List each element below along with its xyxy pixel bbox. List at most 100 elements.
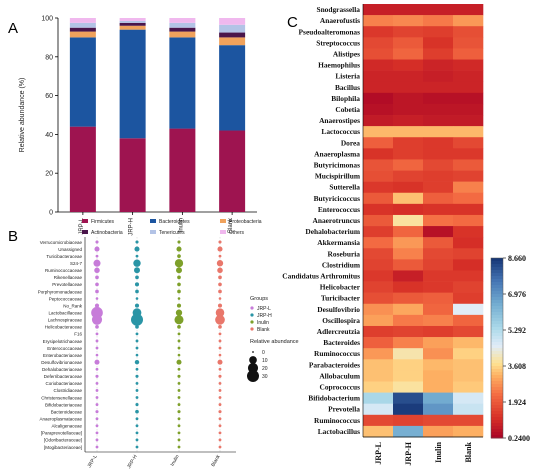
heatmap-cell [363,148,394,160]
bubble-point [177,374,181,378]
bar-segment [169,18,196,23]
row-label: Butyricicoccus [314,194,361,203]
bubble-point [95,289,99,294]
row-label: Streptococcus [316,38,360,47]
heatmap-cell [363,381,394,393]
bubble-point [135,374,139,378]
row-label: Peptococcaceae [49,296,83,301]
row-label: Helicobacter [320,283,361,292]
heatmap-cell [453,425,484,438]
bubble-point [218,346,222,350]
bar-segment [219,37,246,46]
colorbar-tick-label: 3.608 [508,362,526,371]
row-label: Pseudoalteromonas [299,27,361,36]
bubble-point [218,332,222,336]
heatmap-cell [453,181,484,194]
row-label: Ruminococcus [314,416,360,425]
heatmap-cell [453,248,484,260]
row-label: Haemophilus [318,61,360,70]
bar-segment [69,31,96,38]
bubble-point [94,246,100,252]
heatmap-cell [393,159,424,171]
bubble-point [177,396,181,399]
bubble-point [135,353,139,357]
bubble-point [135,254,139,258]
bubble-point [95,381,99,385]
heatmap-cell [453,137,484,149]
heatmap-cell [393,392,424,404]
bubble-point [134,282,140,287]
colorbar-tick-label: 5.292 [508,326,526,335]
heatmap-cell [453,403,484,416]
heatmap-cell [393,348,424,360]
bubble-point [218,389,222,392]
heatmap-cell [453,15,484,27]
row-label: Anaerostipes [319,116,360,125]
heatmap-cell [393,270,424,282]
heatmap-cell [393,359,424,371]
row-label: Alistipes [333,49,360,58]
heatmap-cell [393,370,424,382]
bubble-point [135,367,139,371]
heatmap-cell [423,48,454,60]
colorbar-segment [491,264,503,268]
heatmap-cell [363,181,394,194]
heatmap-cell [453,381,484,393]
bar-segment [69,22,96,28]
bubble-point [177,240,181,244]
heatmap-cell [453,37,484,49]
bubble-point [177,332,181,336]
heatmap-cell [363,214,394,227]
colorbar-segment [491,300,503,304]
heatmap-cell [423,359,454,371]
x-tick-label: JRP-H [129,218,135,236]
y-tick-label: 60 [45,93,53,100]
heatmap-cell [423,203,454,216]
row-label: Desulfovibrio [317,305,360,314]
bubble-point [177,381,181,385]
bubble-point [218,438,222,442]
row-label: [Odoribacteraceae] [44,438,82,443]
heatmap-cell [423,392,454,404]
row-label: Porphyromonadaceae [38,289,83,294]
bubble-point [176,359,182,365]
row-label: Parabacteroides [309,360,360,369]
row-label: Sutterella [329,183,360,192]
heatmap-cell [453,59,484,71]
legend-size-marker [252,351,254,353]
bubble-point [135,324,139,329]
heatmap-cell [423,414,454,427]
heatmap-cell [453,92,484,105]
colorbar-segment [491,399,503,403]
colorbar-segment [491,390,503,394]
y-tick-label: 40 [45,132,53,139]
row-label: Bilophila [331,94,360,103]
bubble-point [95,339,99,343]
column-label: JRP-L [374,442,383,465]
legend-label: Blank [257,327,270,333]
colorbar-segment [491,414,503,418]
colorbar-tick-label: 8.660 [508,254,526,263]
bubble-point [135,297,139,300]
heatmap-cell [393,181,424,194]
bubble-point [177,324,181,329]
heatmap-cell [393,59,424,71]
row-label: Lactobacillaceae [48,310,82,315]
legend-label: JRP-L [257,306,271,312]
heatmap-cell [453,159,484,171]
bubble-point [135,445,139,449]
heatmap-cell [453,4,484,16]
row-label: Lachnospiraceae [48,318,83,323]
x-tick-label: Blank [210,454,222,468]
legend-size-marker [247,370,259,382]
colorbar-segment [491,369,503,373]
heatmap-cell [423,303,454,316]
bar-segment [219,18,246,25]
heatmap-cell [393,425,424,438]
bubble-point [218,353,222,357]
legend-size-title: Relative abundance [250,339,299,345]
bubble-point [91,306,103,319]
bubble-point [177,275,181,280]
row-label: Turicibacter [321,294,361,303]
bar-segment [119,25,146,30]
